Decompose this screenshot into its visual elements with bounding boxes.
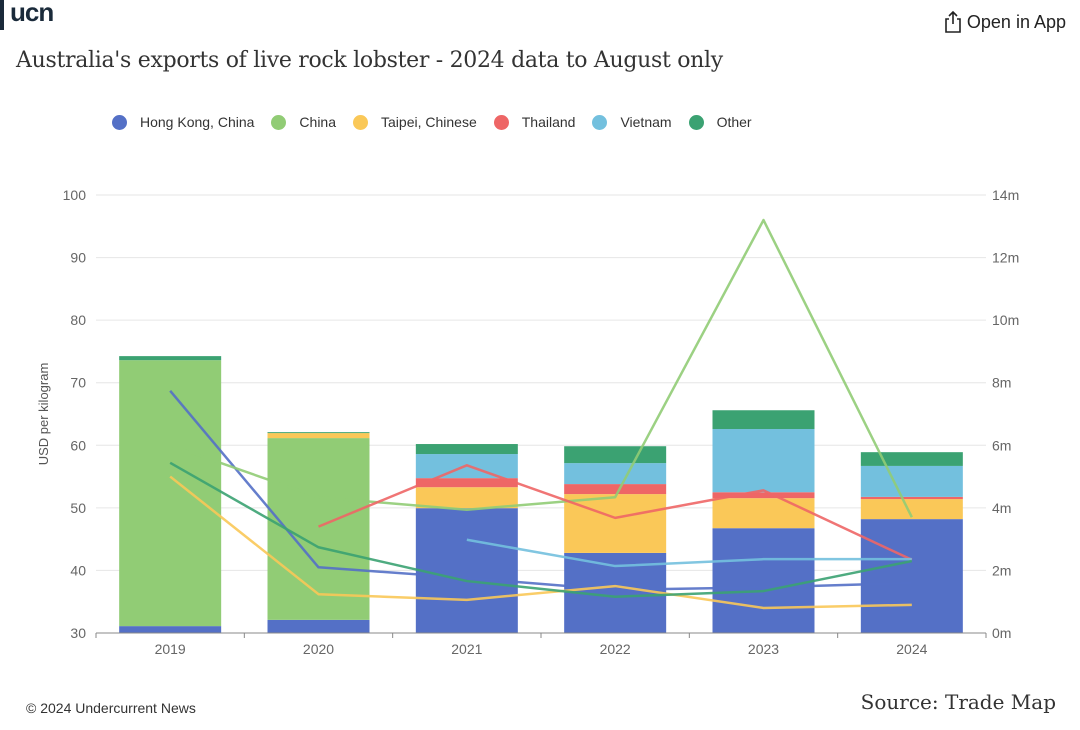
legend-label: Hong Kong, China xyxy=(140,114,255,130)
series-line xyxy=(318,464,913,561)
bar-segment xyxy=(119,626,222,633)
series-line xyxy=(169,218,913,518)
bar-segment xyxy=(267,433,370,439)
y-left-tick-label: 80 xyxy=(70,312,86,328)
bar-segment xyxy=(712,410,815,430)
legend-label: Thailand xyxy=(521,114,576,130)
ucn-logo[interactable]: ucn xyxy=(0,0,54,30)
legend-item[interactable]: China xyxy=(271,114,336,130)
bar-segment xyxy=(564,484,667,495)
legend-marker xyxy=(353,114,369,130)
y-left-tick-label: 90 xyxy=(70,250,86,266)
y-right-tick-label: 8m xyxy=(992,375,1011,391)
bar-segment xyxy=(860,452,963,466)
bar-segment xyxy=(860,496,963,500)
bar-segment xyxy=(712,498,815,529)
bar-segment xyxy=(564,446,667,464)
legend-item[interactable]: Thailand xyxy=(493,114,576,130)
bar-segment xyxy=(860,465,963,497)
legend-marker xyxy=(271,114,287,130)
y-left-tick-label: 70 xyxy=(70,375,86,391)
x-tick-label: 2021 xyxy=(451,641,482,657)
x-tick-label: 2019 xyxy=(155,641,186,657)
bar-segment xyxy=(415,508,518,633)
bar-segment xyxy=(415,478,518,488)
legend-label: Vietnam xyxy=(620,114,672,130)
legend-item[interactable]: Hong Kong, China xyxy=(112,114,254,130)
x-tick-label: 2020 xyxy=(303,641,334,657)
x-tick-label: 2022 xyxy=(600,641,631,657)
y-left-tick-label: 60 xyxy=(70,437,86,453)
logo-bar xyxy=(0,0,4,30)
logo-text: ucn xyxy=(10,0,54,27)
y-left-tick-label: 30 xyxy=(70,625,86,641)
bar-segment xyxy=(267,619,370,633)
y-right-tick-label: 14m xyxy=(992,187,1019,203)
bar-segment xyxy=(415,487,518,509)
y-right-tick-label: 2m xyxy=(992,562,1011,578)
y-right-tick-label: 12m xyxy=(992,250,1019,266)
legend-label: China xyxy=(299,114,337,130)
bar-segment xyxy=(860,499,963,520)
bar-segment xyxy=(860,519,963,633)
source-note: Source: Trade Map xyxy=(860,690,1056,714)
bar-segment xyxy=(267,432,370,434)
y-right-tick-label: 4m xyxy=(992,500,1011,516)
bar-segment xyxy=(267,438,370,620)
bar-segment xyxy=(712,492,815,499)
legend-item[interactable]: Taipei, Chinese xyxy=(353,114,477,130)
y-right-tick-label: 0m xyxy=(992,625,1011,641)
bar-segment xyxy=(119,356,222,361)
x-tick-label: 2023 xyxy=(748,641,779,657)
legend-marker xyxy=(493,114,509,130)
bar-segment xyxy=(564,463,667,485)
bar-segment xyxy=(415,444,518,455)
x-tick-label: 2024 xyxy=(896,641,927,657)
bar-segment xyxy=(712,528,815,633)
legend-marker xyxy=(592,114,608,130)
y-left-tick-label: 40 xyxy=(70,562,86,578)
open-in-app-label: Open in App xyxy=(966,11,1066,32)
chart-title: Australia's exports of live rock lobster… xyxy=(16,48,723,73)
legend-marker xyxy=(688,114,704,130)
y-left-tick-label: 100 xyxy=(63,187,87,203)
share-icon xyxy=(945,10,961,33)
y-left-tick-label: 50 xyxy=(70,500,86,516)
series-line xyxy=(169,461,913,598)
legend-item[interactable]: Other xyxy=(688,114,752,130)
bar-segment xyxy=(119,360,222,627)
series-line xyxy=(169,475,912,610)
chart-legend: Hong Kong, China China Taipei, Chinese Thai… xyxy=(112,114,769,130)
y-right-tick-label: 10m xyxy=(992,312,1019,328)
legend-item[interactable]: Vietnam xyxy=(592,114,672,130)
series-line xyxy=(466,538,912,568)
y-right-tick-label: 6m xyxy=(992,437,1011,453)
legend-marker xyxy=(112,114,127,130)
copyright: © 2024 Undercurrent News xyxy=(26,700,196,716)
bar-segment xyxy=(564,494,667,553)
open-in-app-button[interactable]: Open in App xyxy=(943,10,1066,34)
legend-label: Taipei, Chinese xyxy=(381,114,477,130)
legend-label: Other xyxy=(716,114,752,130)
bar-segment xyxy=(712,429,815,493)
y-axis-label: USD per kilogram xyxy=(36,363,51,466)
